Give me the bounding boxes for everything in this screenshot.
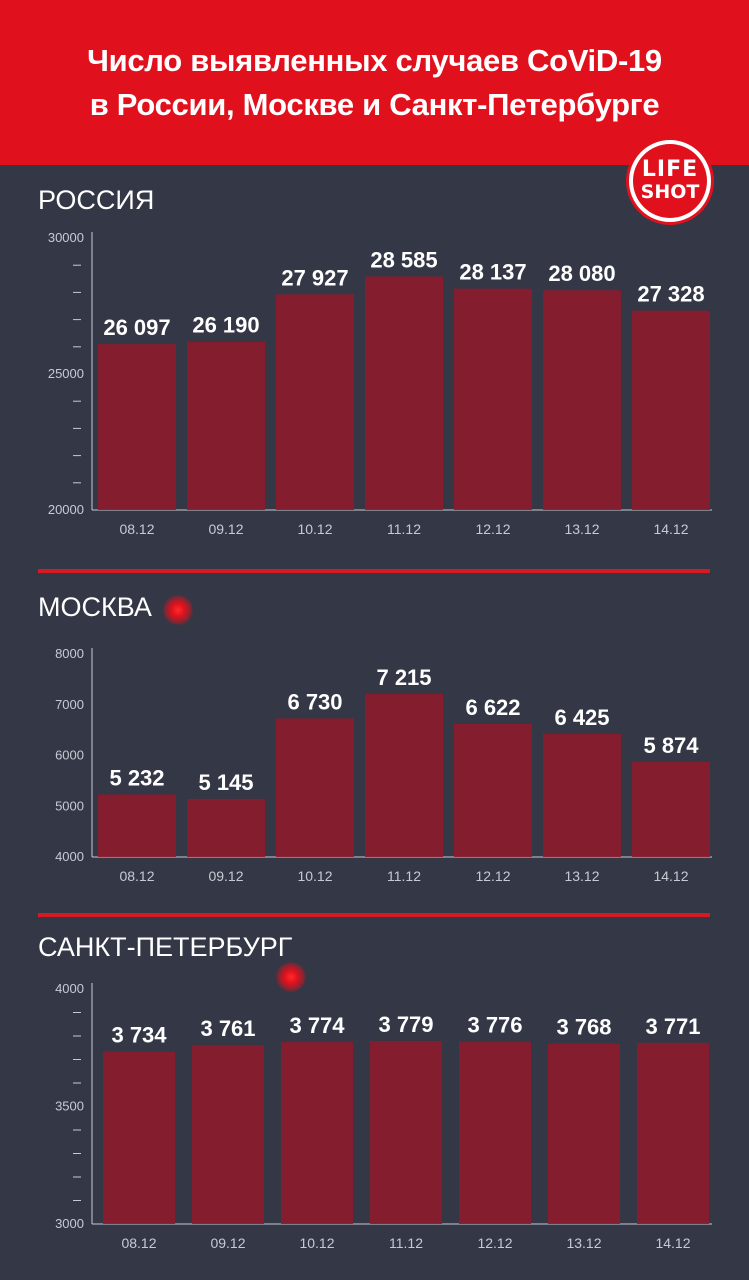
value-label: 27 927 [281, 265, 348, 290]
category-label: 12.12 [477, 1235, 512, 1251]
header-title-line2: в России, Москве и Санкт-Петербурге [89, 86, 660, 122]
bar-14.12 [632, 310, 710, 510]
category-label: 08.12 [119, 521, 154, 537]
category-label: 11.12 [389, 1235, 423, 1251]
y-tick-label: 25000 [48, 366, 84, 381]
value-label: 3 771 [645, 1014, 700, 1039]
value-label: 28 585 [370, 247, 437, 272]
bar-09.12 [187, 798, 265, 857]
category-label: 08.12 [119, 868, 154, 884]
moscow-location-marker [163, 595, 193, 625]
bar-08.12 [98, 344, 176, 510]
value-label: 26 097 [103, 315, 170, 340]
bar-14.12 [632, 761, 710, 857]
y-tick-label: 5000 [55, 798, 84, 813]
section-divider-1 [38, 569, 710, 573]
value-label: 7 215 [376, 665, 431, 690]
spb-bar-chart: 3000 3500 4000 3 734 08.12 3 761 09.12 3 774 10.… [55, 981, 712, 1251]
value-label: 28 137 [459, 260, 526, 285]
russia-bar-chart: 20000 25000 30000 26 097 08.12 26 190 09.12 27 … [48, 230, 712, 537]
bar-14.12 [637, 1042, 709, 1224]
spb-location-marker [276, 962, 306, 992]
spb-chart-title: САНКТ-ПЕТЕРБУРГ [38, 932, 293, 962]
bar-10.12 [276, 294, 354, 510]
bar-08.12 [103, 1051, 175, 1224]
value-label: 26 190 [192, 313, 259, 338]
value-label: 28 080 [548, 261, 615, 286]
bar-10.12 [281, 1042, 353, 1224]
y-tick-label: 4000 [55, 849, 84, 864]
bar-13.12 [548, 1043, 620, 1224]
y-tick-label: 7000 [55, 697, 84, 712]
category-label: 08.12 [121, 1235, 156, 1251]
category-label: 09.12 [208, 521, 243, 537]
value-label: 5 874 [643, 733, 699, 758]
bar-09.12 [187, 341, 265, 510]
value-label: 5 232 [109, 765, 164, 790]
value-label: 6 622 [465, 695, 520, 720]
bar-08.12 [98, 794, 176, 857]
bar-10.12 [276, 718, 354, 857]
value-label: 3 761 [200, 1016, 255, 1041]
y-tick-label: 20000 [48, 502, 84, 517]
category-label: 13.12 [564, 868, 599, 884]
category-label: 10.12 [299, 1235, 334, 1251]
y-tick-label: 8000 [55, 646, 84, 661]
moscow-bar-chart: 4000 5000 6000 7000 8000 5 232 08.12 5 145 09.12… [55, 646, 712, 884]
category-label: 09.12 [210, 1235, 245, 1251]
category-label: 11.12 [387, 868, 421, 884]
logo-text-bottom: SHOT [640, 181, 700, 203]
bar-09.12 [192, 1045, 264, 1224]
bar-11.12 [365, 693, 443, 857]
category-label: 11.12 [387, 521, 421, 537]
moscow-chart-title: МОСКВА [38, 592, 152, 622]
value-label: 6 425 [554, 705, 609, 730]
category-label: 12.12 [475, 521, 510, 537]
lifeshot-logo: LIFE SHOT [626, 137, 714, 225]
value-label: 3 734 [111, 1023, 167, 1048]
value-label: 3 774 [289, 1013, 345, 1038]
category-label: 12.12 [475, 868, 510, 884]
value-label: 3 776 [467, 1013, 522, 1038]
header-banner: Число выявленных случаев CoViD-19 в Росс… [0, 0, 749, 165]
bar-12.12 [454, 288, 532, 510]
russia-chart-title: РОССИЯ [38, 185, 155, 215]
category-label: 13.12 [564, 521, 599, 537]
y-tick-label: 6000 [55, 748, 84, 763]
bar-13.12 [543, 290, 621, 510]
category-label: 10.12 [297, 868, 332, 884]
bar-12.12 [454, 723, 532, 857]
bar-11.12 [365, 276, 443, 510]
category-label: 10.12 [297, 521, 332, 537]
category-label: 14.12 [653, 521, 688, 537]
category-label: 14.12 [653, 868, 688, 884]
value-label: 3 779 [378, 1012, 433, 1037]
logo-text-top: LIFE [641, 157, 699, 182]
y-tick-label: 4000 [55, 981, 84, 996]
value-label: 3 768 [556, 1015, 611, 1040]
value-label: 6 730 [287, 689, 342, 714]
bar-13.12 [543, 733, 621, 857]
category-label: 13.12 [566, 1235, 601, 1251]
category-label: 14.12 [655, 1235, 690, 1251]
y-tick-label: 3500 [55, 1099, 84, 1114]
bar-12.12 [459, 1041, 531, 1224]
value-label: 5 145 [198, 770, 253, 795]
section-divider-2 [38, 913, 710, 917]
y-tick-label: 3000 [55, 1216, 84, 1231]
category-label: 09.12 [208, 868, 243, 884]
header-title-line1: Число выявленных случаев CoViD-19 [87, 42, 662, 78]
bar-11.12 [370, 1040, 442, 1224]
value-label: 27 328 [637, 282, 704, 307]
y-tick-label: 30000 [48, 230, 84, 245]
